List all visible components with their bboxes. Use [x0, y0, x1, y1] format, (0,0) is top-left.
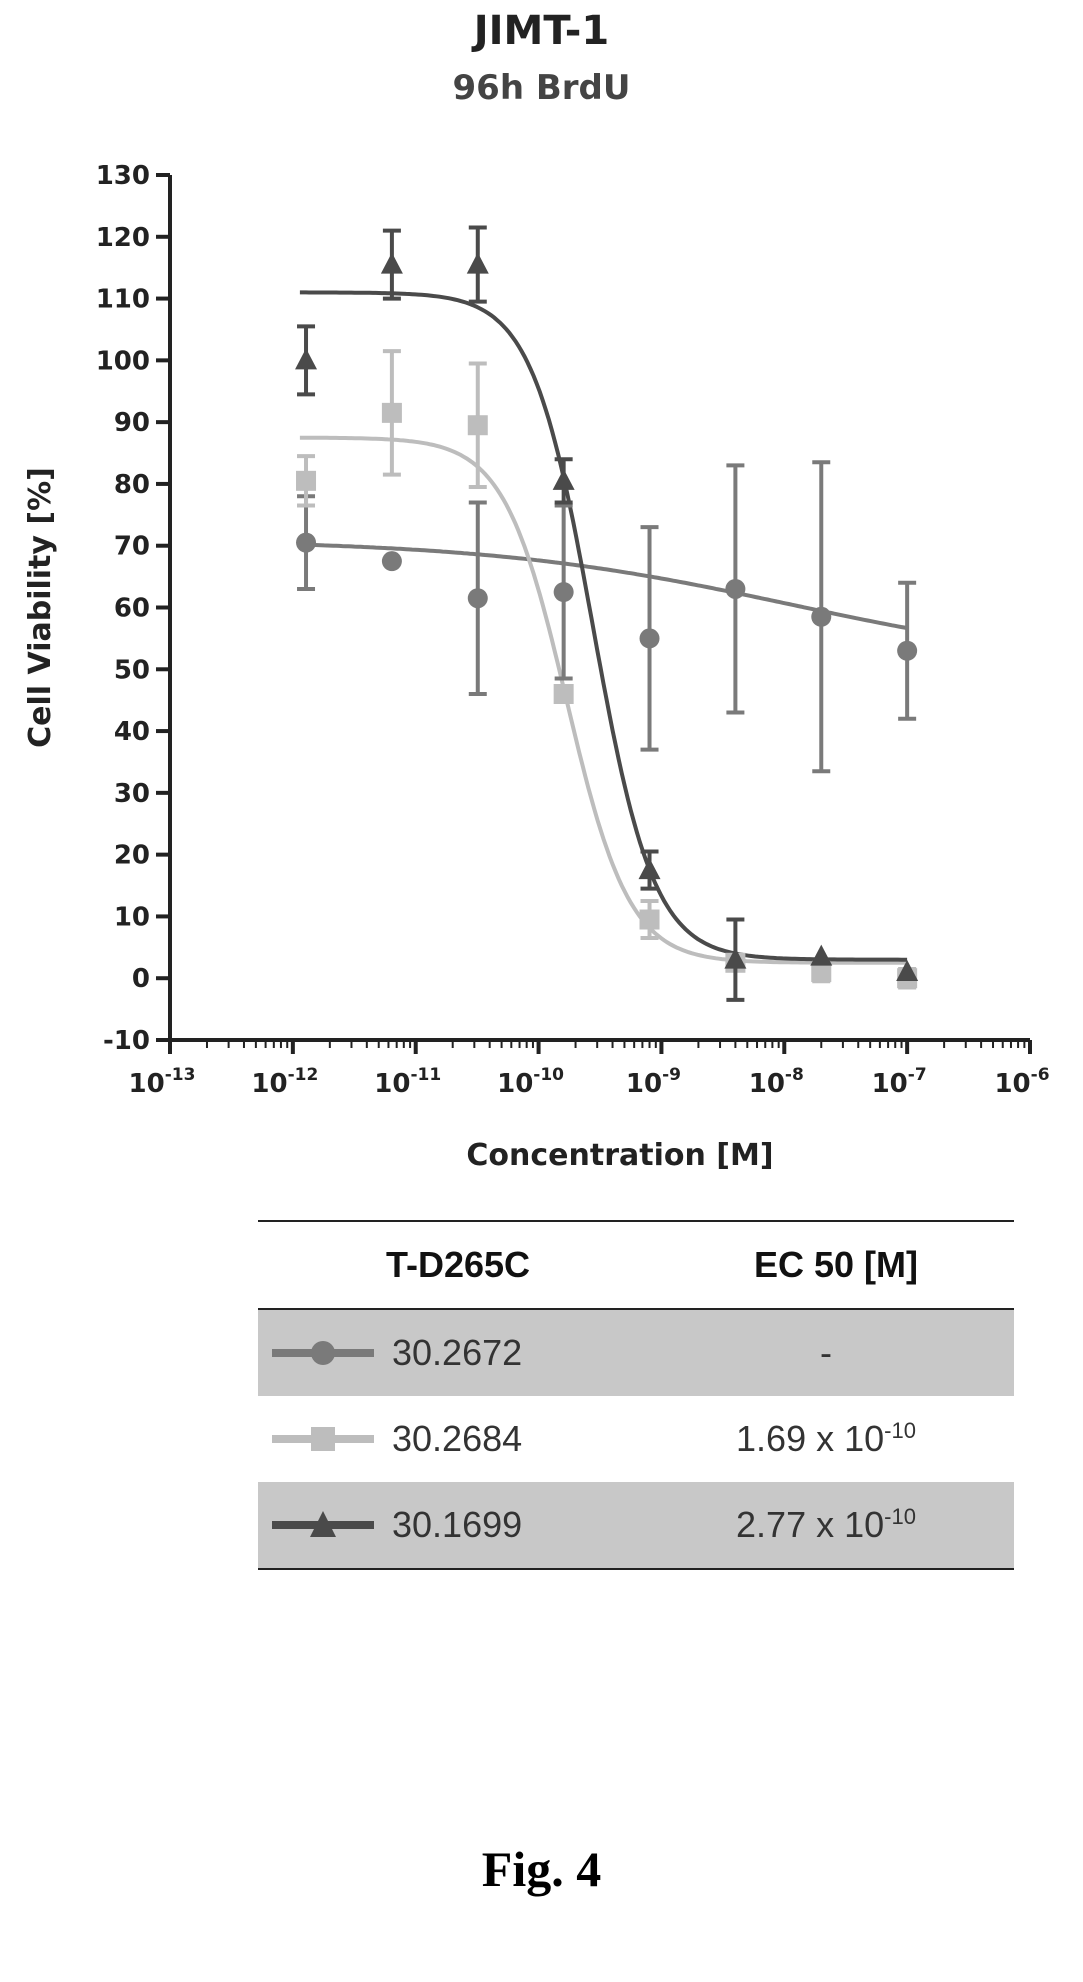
legend-series-name: 30.2672 [392, 1332, 523, 1373]
data-point-circle [553, 582, 574, 603]
data-point-triangle [810, 944, 833, 966]
x-tick-label: 10-13 [129, 1065, 196, 1099]
fit-curve-square [299, 435, 908, 965]
legend-series-name: 30.1699 [392, 1504, 523, 1545]
fit-curve-triangle [299, 290, 908, 962]
data-point-square [467, 415, 488, 436]
y-tick-label: -10 [103, 1026, 150, 1056]
chart-plot: -10 0 10 20 30 40 50 60 70 80 90 100 110 120 130 10-13 1… [23, 161, 1050, 1173]
x-tick-exponent: -9 [662, 1065, 681, 1085]
y-tick-label: 80 [114, 470, 150, 500]
x-tick-label: 10-9 [626, 1065, 681, 1099]
y-tick-label: 70 [114, 532, 150, 562]
square-marker-icon [272, 1427, 374, 1451]
ec50-exponent: -10 [884, 1418, 916, 1443]
data-point-square [296, 470, 317, 491]
data-point-triangle [295, 348, 318, 370]
y-tick-label: 30 [114, 779, 150, 809]
ec50-exponent: -10 [884, 1504, 916, 1529]
legend-row: 30.2684 1.69 x 10-10 [258, 1396, 1014, 1482]
legend-series-name: 30.2684 [392, 1418, 523, 1459]
data-point-circle [811, 606, 832, 627]
data-point-square [639, 909, 660, 930]
data-point-triangle [380, 252, 403, 274]
fit-curve-circle [299, 542, 908, 631]
ec50-base: 2.77 x 10 [736, 1504, 885, 1545]
header-compound: T-D265C [385, 1244, 531, 1285]
chart-subtitle: 96h BrdU [452, 68, 631, 108]
legend-table: T-D265C EC 50 [M] 30.2672 - 30.2684 1.69… [258, 1220, 1014, 1570]
header-ec50: EC 50 [M] [753, 1244, 919, 1285]
x-tick-label: 10-7 [872, 1065, 927, 1099]
data-point-square [811, 962, 832, 983]
y-tick-label: 40 [114, 717, 150, 747]
legend-header-row: T-D265C EC 50 [M] [258, 1222, 1014, 1310]
data-point-triangle [466, 252, 489, 274]
x-tick-label: 10-8 [749, 1065, 804, 1099]
data-point-triangle [896, 960, 919, 982]
data-point-circle [897, 640, 918, 661]
x-axis-title: Concentration [M] [466, 1138, 773, 1173]
data-point-square [381, 402, 402, 423]
y-tick-label: 0 [132, 964, 150, 994]
legend-ec50-value: - [648, 1332, 1004, 1374]
x-tick-exponent: -6 [1031, 1065, 1050, 1085]
y-tick-label: 50 [114, 655, 150, 685]
x-tick-label: 10-12 [251, 1065, 318, 1099]
y-tick-label: 100 [96, 346, 150, 376]
x-tick-label: 10-10 [497, 1065, 564, 1099]
data-point-circle [296, 532, 317, 553]
data-point-square [553, 684, 574, 704]
data-point-triangle [724, 947, 747, 969]
legend-row: 30.2672 - [258, 1310, 1014, 1396]
x-tick-exponent: -7 [908, 1065, 927, 1085]
ec50-text: - [820, 1332, 832, 1373]
y-tick-label: 10 [114, 902, 150, 932]
data-point-circle [467, 588, 488, 609]
legend-row: 30.1699 2.77 x 10-10 [258, 1482, 1014, 1568]
y-axis-title: Cell Viability [%] [23, 467, 58, 748]
x-tick-exponent: -12 [288, 1065, 319, 1085]
x-tick-label: 10-6 [994, 1065, 1049, 1099]
x-tick-exponent: -11 [410, 1065, 441, 1085]
x-tick-exponent: -8 [785, 1065, 804, 1085]
y-tick-label: 110 [96, 285, 150, 315]
legend-ec50-value: 1.69 x 10-10 [648, 1418, 1004, 1460]
y-tick-label: 90 [114, 408, 150, 438]
data-point-circle [725, 578, 746, 599]
triangle-marker-icon [272, 1511, 374, 1537]
x-tick-exponent: -13 [165, 1065, 196, 1085]
x-tick-exponent: -10 [533, 1065, 564, 1085]
data-point-triangle [638, 858, 661, 880]
chart-title: JIMT-1 [473, 8, 610, 54]
figure-caption: Fig. 4 [481, 1841, 602, 1897]
y-tick-label: 130 [96, 161, 150, 191]
y-tick-label: 120 [96, 223, 150, 253]
legend-ec50-value: 2.77 x 10-10 [648, 1504, 1004, 1546]
y-tick-label: 60 [114, 594, 150, 624]
data-point-circle [381, 551, 402, 572]
x-tick-label: 10-11 [374, 1065, 441, 1099]
ec50-base: 1.69 x 10 [736, 1418, 885, 1459]
data-point-circle [639, 628, 660, 649]
y-tick-label: 20 [114, 841, 150, 871]
data-point-triangle [552, 468, 575, 490]
circle-marker-icon [272, 1341, 374, 1365]
